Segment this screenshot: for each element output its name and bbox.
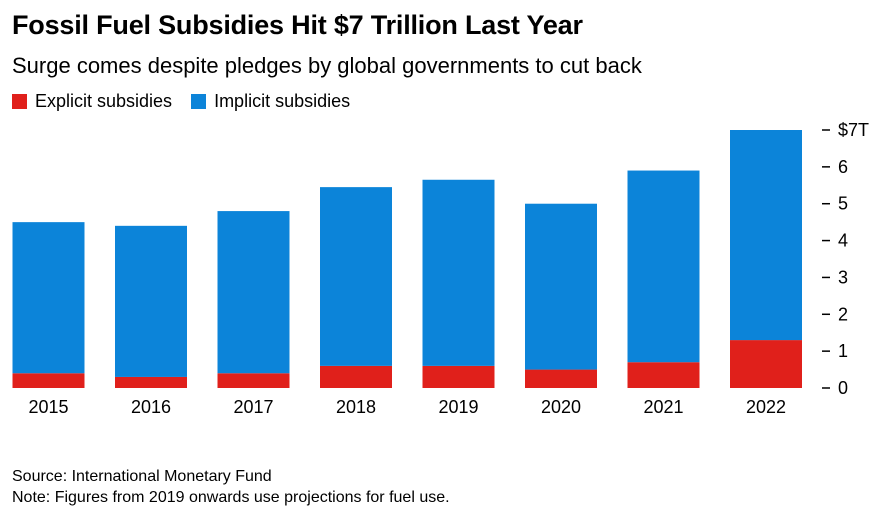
legend: Explicit subsidies Implicit subsidies bbox=[12, 91, 369, 112]
y-tick-label-1: 1 bbox=[838, 341, 848, 361]
chart-subtitle: Surge comes despite pledges by global go… bbox=[12, 53, 642, 78]
y-tick-label-4: 4 bbox=[838, 231, 848, 251]
bar-explicit-2017 bbox=[217, 373, 290, 388]
x-tick-label-2022: 2022 bbox=[746, 397, 786, 417]
x-tick-label-2020: 2020 bbox=[541, 397, 581, 417]
bar-explicit-2019 bbox=[422, 365, 495, 388]
bar-implicit-2015 bbox=[12, 222, 85, 374]
bar-implicit-2019 bbox=[422, 179, 495, 366]
footnote: Note: Figures from 2019 onwards use proj… bbox=[12, 489, 450, 506]
bar-implicit-2017 bbox=[217, 211, 290, 374]
bar-explicit-2020 bbox=[525, 369, 597, 388]
y-tick-label-0: 0 bbox=[838, 378, 848, 398]
x-tick-label-2021: 2021 bbox=[643, 397, 683, 417]
legend-item-implicit: Implicit subsidies bbox=[191, 91, 350, 112]
legend-label-implicit: Implicit subsidies bbox=[214, 91, 351, 111]
bar-implicit-2022 bbox=[730, 130, 802, 341]
y-tick-label-2: 2 bbox=[838, 304, 848, 324]
y-tick-label-3: 3 bbox=[838, 267, 848, 287]
y-tick-label-6: 6 bbox=[838, 157, 848, 177]
source-note: Source: International Monetary Fund bbox=[12, 468, 272, 485]
bar-implicit-2016 bbox=[115, 225, 187, 377]
bar-implicit-2018 bbox=[320, 187, 392, 366]
bar-explicit-2018 bbox=[320, 365, 392, 388]
bar-implicit-2021 bbox=[627, 170, 700, 363]
legend-item-explicit: Explicit subsidies bbox=[12, 91, 172, 112]
y-tick-label-5: 5 bbox=[838, 194, 848, 214]
y-tick-label-7: $7T bbox=[838, 120, 869, 140]
bar-explicit-2016 bbox=[115, 376, 187, 388]
bar-explicit-2015 bbox=[12, 373, 85, 388]
chart-title: Fossil Fuel Subsidies Hit $7 Trillion La… bbox=[12, 10, 583, 40]
legend-label-explicit: Explicit subsidies bbox=[35, 91, 173, 111]
x-tick-label-2018: 2018 bbox=[336, 397, 376, 417]
legend-swatch-explicit bbox=[12, 94, 27, 109]
x-tick-label-2019: 2019 bbox=[438, 397, 478, 417]
bar-explicit-2022 bbox=[730, 340, 802, 388]
bar-implicit-2020 bbox=[525, 203, 597, 370]
x-tick-label-2017: 2017 bbox=[233, 397, 273, 417]
legend-swatch-implicit bbox=[191, 94, 207, 109]
x-tick-label-2016: 2016 bbox=[131, 397, 171, 417]
x-tick-label-2015: 2015 bbox=[28, 397, 68, 417]
bar-explicit-2021 bbox=[627, 362, 700, 388]
